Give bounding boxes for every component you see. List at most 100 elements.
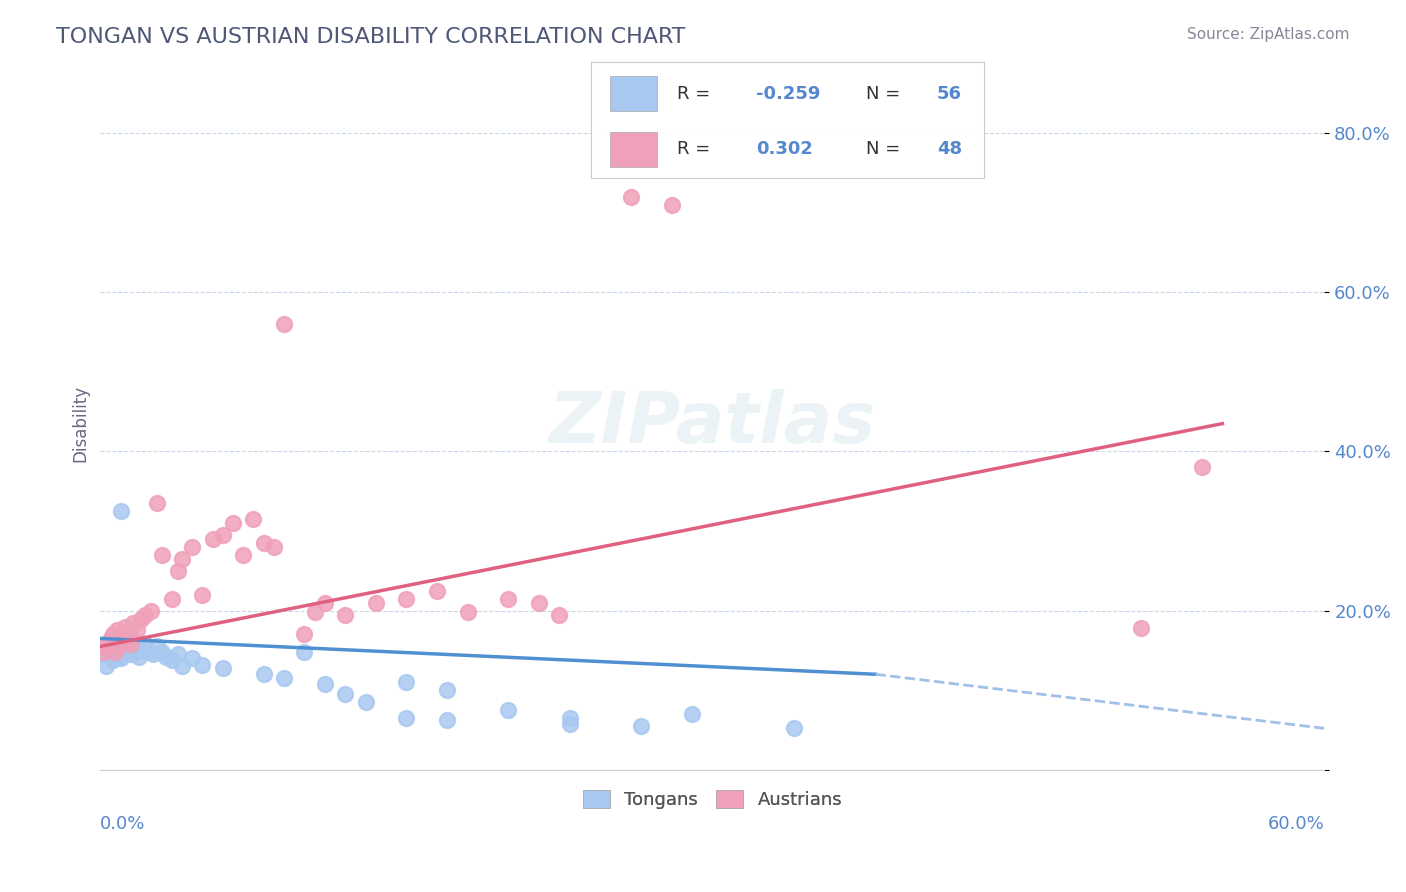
Point [170,552,193,566]
Point [160,591,183,606]
Point [354,695,377,709]
Point [141,604,163,618]
Point [232,548,254,562]
Point [110,651,132,665]
Point [115,640,138,654]
Point [142,648,165,662]
Point [558,711,581,725]
Point [395,591,418,606]
Point [110,504,132,518]
Point [134,607,156,622]
Point [191,588,214,602]
Point [252,667,274,681]
Point [364,596,387,610]
Point [155,649,177,664]
Point [96,640,118,654]
Point [96,659,118,673]
Point [181,651,204,665]
Point [93,645,115,659]
Point [498,703,520,717]
Point [97,641,120,656]
Point [333,687,356,701]
Point [120,648,142,662]
Point [104,635,127,649]
FancyBboxPatch shape [610,132,658,167]
Point [783,722,806,736]
Point [107,645,129,659]
Point [252,536,274,550]
Point [97,645,120,659]
Point [558,716,581,731]
Point [100,635,122,649]
Point [128,649,150,664]
Text: 56: 56 [936,85,962,103]
Point [105,648,128,662]
Point [160,653,183,667]
Point [620,190,643,204]
Point [273,317,295,331]
Point [181,540,204,554]
Point [498,591,520,606]
Point [548,607,571,622]
Text: N =: N = [866,85,905,103]
Point [125,640,148,654]
Point [138,645,160,659]
Point [395,711,418,725]
Point [1129,621,1152,635]
Point [150,548,173,562]
Point [125,624,148,638]
Point [120,637,142,651]
Point [436,683,458,698]
Text: 0.302: 0.302 [756,140,813,159]
Text: -0.259: -0.259 [756,85,820,103]
Point [122,615,145,630]
Point [201,532,224,546]
Point [100,648,122,662]
Text: 0.0%: 0.0% [100,814,146,833]
Point [222,516,245,530]
Text: TONGAN VS AUSTRIAN DISABILITY CORRELATION CHART: TONGAN VS AUSTRIAN DISABILITY CORRELATIO… [56,27,686,46]
Point [1191,460,1213,475]
Point [93,648,115,662]
Point [97,635,120,649]
Point [630,719,652,733]
Text: 48: 48 [936,140,962,159]
Y-axis label: Disability: Disability [72,385,89,462]
Point [146,640,169,654]
Point [129,611,152,625]
Point [118,626,141,640]
Point [129,643,152,657]
Point [124,645,146,659]
Point [101,640,124,654]
Point [150,645,173,659]
Point [105,624,128,638]
Text: N =: N = [866,140,905,159]
Point [167,648,190,662]
Text: 60.0%: 60.0% [1268,814,1324,833]
Point [314,596,336,610]
Text: R =: R = [678,85,716,103]
Point [134,637,156,651]
Point [292,645,315,659]
Point [105,649,128,664]
Point [114,645,136,659]
Point [167,564,190,578]
Point [263,540,285,554]
Point [111,641,134,656]
Point [107,640,129,654]
Legend: Tongans, Austrians: Tongans, Austrians [575,782,849,816]
Point [395,675,418,690]
Point [122,635,145,649]
Point [292,627,315,641]
Point [101,653,124,667]
Point [273,671,295,685]
Point [436,714,458,728]
Text: R =: R = [678,140,716,159]
Text: Source: ZipAtlas.com: Source: ZipAtlas.com [1187,27,1350,42]
Point [333,607,356,622]
Point [457,605,479,619]
Point [115,633,138,648]
Point [661,198,683,212]
Point [107,640,129,654]
Point [304,605,326,619]
